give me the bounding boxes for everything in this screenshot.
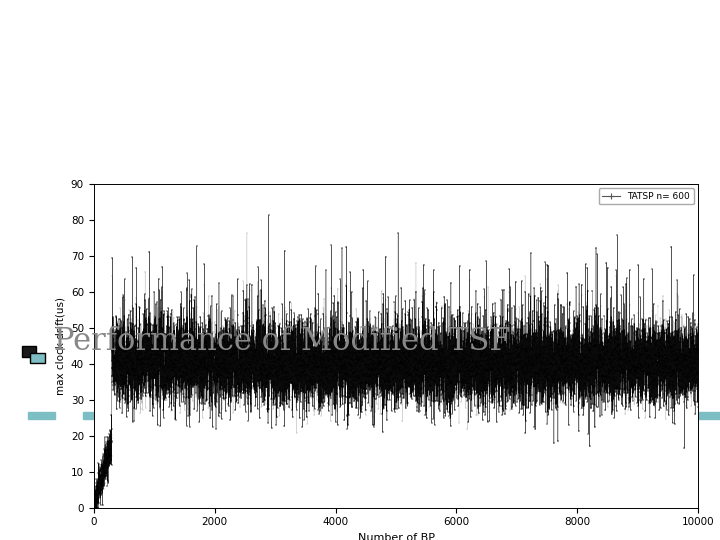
Bar [471, 412, 498, 418]
Bar [249, 412, 277, 418]
X-axis label: Number of BP: Number of BP [358, 533, 434, 540]
Bar [83, 412, 111, 418]
Bar [637, 412, 665, 418]
Text: Performance of Modified TSF: Performance of Modified TSF [54, 326, 510, 357]
Bar [415, 412, 443, 418]
Bar [305, 412, 333, 418]
Bar [138, 412, 166, 418]
Bar [27, 412, 55, 418]
Bar [693, 412, 720, 418]
Bar [194, 412, 222, 418]
Bar [360, 412, 387, 418]
Bar [526, 412, 554, 418]
Y-axis label: max clock drift(us): max clock drift(us) [55, 296, 66, 395]
Bar [582, 412, 609, 418]
Legend: TATSP n= 600: TATSP n= 600 [598, 188, 694, 204]
